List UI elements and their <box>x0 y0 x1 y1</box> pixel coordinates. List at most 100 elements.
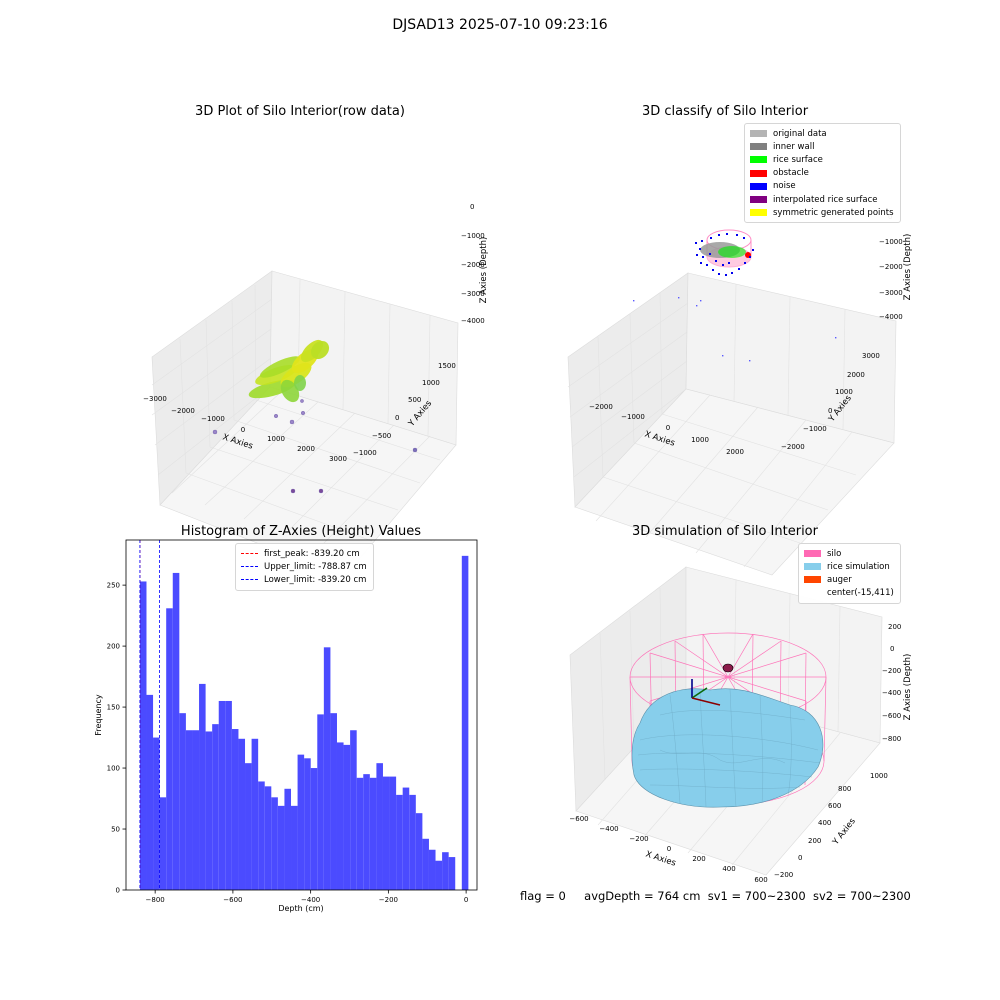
histogram-bar <box>343 744 351 890</box>
legend-swatch <box>241 553 258 555</box>
raw-xtick-label: −2000 <box>171 407 195 415</box>
avg-depth-value: avgDepth = 764 cm <box>584 889 701 903</box>
legend-label: Lower_limit: -839.20 cm <box>264 574 367 585</box>
classify-xtick-label: 0 <box>666 424 670 432</box>
histogram-bar <box>428 849 436 890</box>
legend-item: symmetric generated points <box>750 206 894 219</box>
classify-ztick-label: −2000 <box>879 263 903 271</box>
legend-swatch <box>750 169 767 177</box>
raw-ztick-label: −3000 <box>461 290 485 298</box>
legend-item: rice simulation <box>804 560 894 573</box>
legend-item: first_peak: -839.20 cm <box>241 547 367 560</box>
x-tick-label: −600 <box>223 896 242 904</box>
legend-label: obstacle <box>773 168 809 179</box>
raw-ztick-label: 0 <box>470 203 474 211</box>
histogram-bar <box>199 683 206 890</box>
raw-ytick-label: −500 <box>372 432 391 440</box>
histogram-x-axis-label: Depth (cm) <box>278 904 323 913</box>
histogram-bar <box>363 774 370 890</box>
histogram-bar <box>382 776 390 890</box>
legend-swatch <box>750 196 767 204</box>
raw-ytick-label: 1000 <box>422 379 440 387</box>
legend-label: first_peak: -839.20 cm <box>264 548 360 559</box>
histogram-bar <box>336 742 344 890</box>
histogram-bar <box>225 700 232 890</box>
histogram-bar <box>139 581 147 890</box>
histogram-bar <box>231 729 239 890</box>
histogram-bar <box>205 731 213 890</box>
legend-swatch <box>750 130 767 138</box>
classify-xtick-label: 2000 <box>726 448 744 456</box>
classify-ztick-label: −1000 <box>879 238 903 246</box>
classify-xtick-label: −2000 <box>589 403 613 411</box>
legend-label: center(-15,411) <box>827 588 894 599</box>
legend-item: interpolated rice surface <box>750 193 894 206</box>
legend-swatch <box>804 576 821 584</box>
legend-item: inner wall <box>750 140 894 153</box>
legend-label: symmetric generated points <box>773 207 894 218</box>
legend-label: silo <box>827 548 842 559</box>
y-tick-label: 200 <box>107 643 120 651</box>
legend-swatch <box>804 563 821 571</box>
histogram-bar <box>166 608 173 890</box>
figure-title: DJSAD13 2025-07-10 09:23:16 <box>392 17 608 33</box>
histogram-bar <box>369 777 377 890</box>
y-tick-label: 50 <box>111 826 120 834</box>
simulation-xtick-label: −200 <box>629 835 648 843</box>
histogram-bar <box>317 714 324 890</box>
histogram-bar <box>389 776 397 890</box>
y-tick-label: 150 <box>107 704 120 712</box>
y-tick-label: 100 <box>107 765 120 773</box>
legend-item: auger <box>804 573 894 586</box>
raw-ytick-label: 1500 <box>438 362 456 370</box>
x-tick-label: −400 <box>301 896 320 904</box>
raw-ytick-label: 0 <box>395 414 399 422</box>
legend-item: Upper_limit: -788.87 cm <box>241 560 367 573</box>
histogram-bar <box>461 555 469 890</box>
raw-xtick-label: 1000 <box>267 435 285 443</box>
simulation-xtick-label: 0 <box>667 845 671 853</box>
histogram-bar <box>396 794 403 890</box>
legend-item: original data <box>750 127 894 140</box>
histogram-bar <box>448 857 456 890</box>
simulation-ztick-label: 200 <box>888 623 901 631</box>
histogram-bar <box>218 700 226 890</box>
classify-ytick-label: 3000 <box>862 352 880 360</box>
classify-legend: original data inner wall rice surface obsta… <box>744 123 901 224</box>
simulation-ytick-label: −200 <box>774 871 793 879</box>
flag-value: flag = 0 <box>520 889 566 903</box>
classify-ytick-label: −2000 <box>781 443 805 451</box>
legend-item: center(-15,411) <box>804 587 894 600</box>
simulation-ytick-label: 600 <box>828 802 841 810</box>
histogram-title: Histogram of Z-Axies (Height) Values <box>180 524 422 539</box>
simulation-y-axis-label: Y Axies <box>830 816 858 848</box>
sv2-value: sv2 = 700~2300 <box>812 889 911 903</box>
classify-ytick-label: −1000 <box>803 425 827 433</box>
raw-ztick-label: −1000 <box>461 232 485 240</box>
classify-ztick-label: −3000 <box>879 289 903 297</box>
simulation-legend: silo rice simulation auger center(-15,411) <box>798 543 901 604</box>
raw-3d-plot[interactable]: −3000 −2000 −1000 0 1000 2000 3000 X Axi… <box>0 125 500 595</box>
legend-label: original data <box>773 128 827 139</box>
simulation-ztick-label: −400 <box>882 689 901 697</box>
legend-label: noise <box>773 181 796 192</box>
histogram-bar <box>146 694 154 890</box>
simulation-ztick-label: −800 <box>882 735 901 743</box>
depth-histogram[interactable]: −800 −600 −400 −200 0 0 50 100 150 200 250 Depth … <box>0 520 500 940</box>
raw-xtick-label: −3000 <box>143 395 167 403</box>
histogram-bar <box>179 713 186 890</box>
raw-ztick-label: −4000 <box>461 317 485 325</box>
classify-3d-plot[interactable]: −2000 −1000 0 1000 2000 X Axies −2000 −1… <box>500 125 1000 595</box>
status-footer: flag = 0 avgDepth = 764 cm sv1 = 700~230… <box>520 889 911 903</box>
simulation-3d-plot[interactable]: −600 −400 −200 0 200 400 600 X Axies −20… <box>500 545 1000 965</box>
simulation-ztick-label: 0 <box>890 645 894 653</box>
legend-label: interpolated rice surface <box>773 194 878 205</box>
legend-item: rice surface <box>750 153 894 166</box>
histogram-bar <box>284 788 292 890</box>
histogram-bar <box>402 787 410 890</box>
simulation-ytick-label: 200 <box>808 837 821 845</box>
histogram-frame <box>125 539 478 891</box>
raw-z-axis-label: Z Axies (Depth) <box>479 237 489 304</box>
legend-label: inner wall <box>773 141 815 152</box>
histogram-bar <box>356 777 364 890</box>
